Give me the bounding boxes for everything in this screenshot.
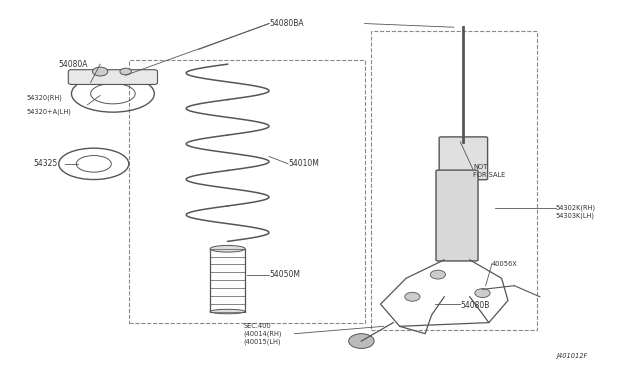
Circle shape (93, 67, 108, 76)
Text: 54010M: 54010M (288, 159, 319, 169)
Circle shape (349, 334, 374, 349)
Text: SEC.400
(40014(RH)
(40015(LH): SEC.400 (40014(RH) (40015(LH) (244, 323, 282, 345)
Text: 54325: 54325 (33, 159, 58, 169)
Text: 54080BA: 54080BA (269, 19, 303, 28)
FancyBboxPatch shape (436, 170, 478, 261)
Text: 54050M: 54050M (269, 270, 300, 279)
Circle shape (475, 289, 490, 298)
Text: 54320+A(LH): 54320+A(LH) (27, 109, 72, 115)
Circle shape (430, 270, 445, 279)
Text: J401012F: J401012F (556, 353, 587, 359)
Ellipse shape (210, 310, 245, 314)
FancyBboxPatch shape (68, 70, 157, 84)
Ellipse shape (210, 246, 245, 252)
Circle shape (404, 292, 420, 301)
Text: 54080A: 54080A (59, 60, 88, 69)
Text: 40056X: 40056X (492, 260, 518, 266)
FancyBboxPatch shape (439, 137, 488, 180)
Text: 54080B: 54080B (460, 301, 490, 311)
Text: 54320(RH): 54320(RH) (27, 94, 63, 101)
Text: NOT
FOR SALE: NOT FOR SALE (473, 164, 505, 178)
Circle shape (120, 68, 131, 75)
Text: 54302K(RH)
54303K(LH): 54302K(RH) 54303K(LH) (556, 205, 596, 219)
